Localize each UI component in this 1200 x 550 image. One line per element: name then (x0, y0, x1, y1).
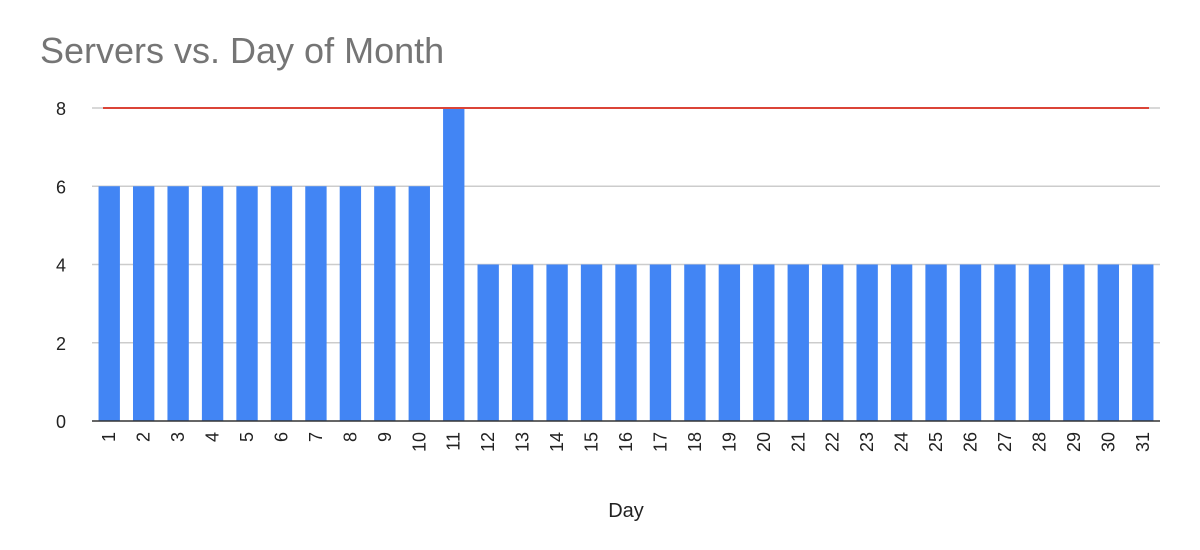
bar (1132, 264, 1154, 421)
bar (236, 186, 258, 421)
bar (753, 264, 775, 421)
bar (167, 186, 189, 421)
chart-title: Servers vs. Day of Month (40, 30, 445, 71)
bar (408, 186, 430, 421)
x-tick-label: 25 (926, 432, 946, 452)
x-tick-label: 16 (616, 432, 636, 452)
bar (374, 186, 396, 421)
x-tick-labels: 1 2 3 4 5 6 7 8 9 10 11 12 13 14 15 16 17 18 19 20 21 22 23 24 2… (99, 432, 1153, 452)
bar (649, 264, 672, 421)
x-axis-title: Day (608, 500, 644, 522)
x-tick-label: 2 (134, 432, 154, 442)
bar (890, 264, 913, 421)
bar (511, 264, 534, 421)
bar (718, 264, 741, 421)
x-tick-label: 22 (823, 432, 843, 452)
x-tick-label: 17 (650, 432, 670, 452)
bar (580, 264, 603, 421)
bar (959, 264, 982, 421)
x-tick-label: 19 (719, 432, 739, 452)
bar (615, 264, 637, 421)
y-tick-labels: 0 2 4 6 8 (56, 99, 66, 432)
x-tick-label: 29 (1064, 432, 1084, 452)
x-tick-label: 10 (409, 432, 429, 452)
x-tick-label: 8 (340, 432, 360, 442)
bar (684, 264, 706, 421)
x-tick-label: 13 (513, 432, 533, 452)
bar (1097, 264, 1120, 421)
y-tick-label: 4 (56, 256, 66, 276)
bar (305, 186, 327, 421)
y-tick-label: 0 (56, 412, 66, 432)
bar (477, 264, 499, 421)
x-tick-label: 30 (1098, 432, 1118, 452)
bar (856, 264, 878, 421)
bar (339, 186, 362, 421)
x-tick-label: 14 (547, 432, 567, 452)
x-tick-label: 12 (478, 432, 498, 452)
bars (98, 108, 1154, 421)
y-tick-label: 8 (56, 99, 66, 119)
bar (132, 186, 155, 421)
x-tick-label: 31 (1133, 432, 1153, 452)
bar (201, 186, 224, 421)
x-tick-label: 24 (892, 432, 912, 452)
bar (1063, 264, 1085, 421)
bar (546, 264, 568, 421)
y-tick-label: 2 (56, 334, 66, 354)
x-tick-label: 28 (1029, 432, 1049, 452)
x-tick-label: 15 (582, 432, 602, 452)
x-tick-label: 27 (995, 432, 1015, 452)
bar (270, 186, 293, 421)
bar (98, 186, 120, 421)
y-tick-label: 6 (56, 177, 66, 197)
x-tick-label: 26 (961, 432, 981, 452)
x-tick-label: 7 (306, 432, 326, 442)
x-tick-label: 4 (203, 432, 223, 442)
x-tick-label: 11 (444, 432, 464, 451)
x-tick-label: 6 (271, 432, 291, 442)
x-tick-label: 5 (237, 432, 257, 442)
x-tick-label: 9 (375, 432, 395, 442)
x-tick-label: 21 (788, 432, 808, 452)
bar (787, 264, 809, 421)
x-tick-label: 3 (168, 432, 188, 442)
bar (994, 264, 1016, 421)
bar (925, 264, 947, 421)
x-tick-label: 1 (99, 432, 119, 442)
bar (822, 264, 844, 421)
x-tick-label: 23 (857, 432, 877, 452)
x-tick-label: 18 (685, 432, 705, 452)
bar (1028, 264, 1051, 421)
bar (443, 108, 465, 421)
x-tick-label: 20 (754, 432, 774, 452)
